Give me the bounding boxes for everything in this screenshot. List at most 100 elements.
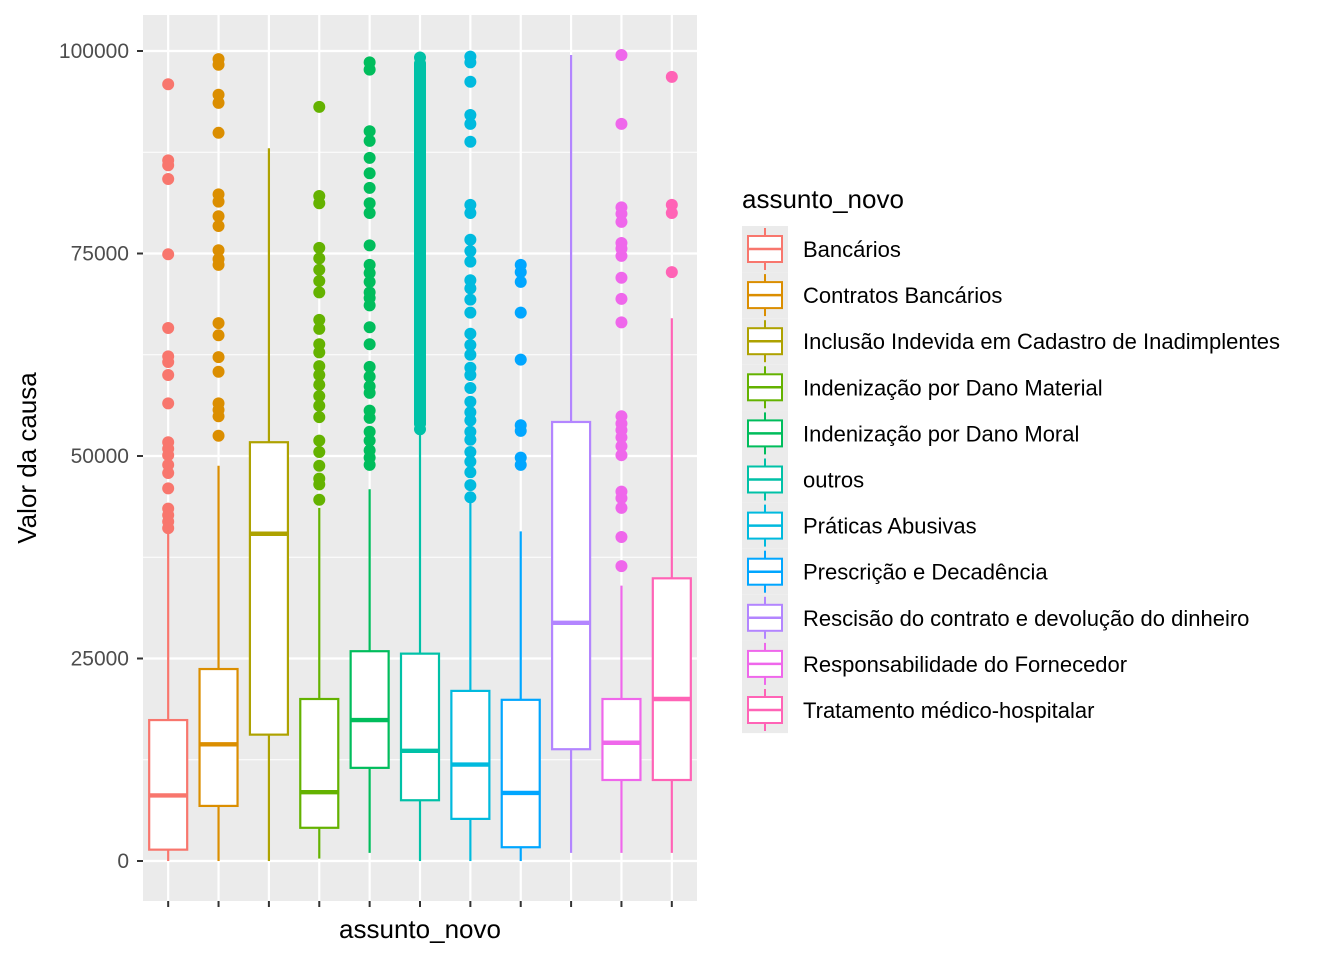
- outlier-point: [615, 449, 628, 462]
- outlier-point: [162, 159, 175, 172]
- outlier-point: [464, 369, 477, 381]
- legend-title: assunto_novo: [742, 184, 904, 214]
- legend-label: Bancários: [803, 237, 901, 262]
- outlier-point: [665, 266, 678, 279]
- outlier-point: [363, 370, 376, 383]
- outlier-point: [464, 466, 477, 479]
- box-group: [198, 53, 239, 861]
- outlier-point: [162, 248, 175, 261]
- box-group: [601, 49, 642, 853]
- outlier-point: [162, 397, 175, 410]
- outlier-point: [313, 360, 326, 373]
- y-tick-label: 100000: [59, 40, 129, 63]
- outlier-point: [313, 286, 326, 299]
- outlier-point: [665, 207, 678, 219]
- outlier-point: [615, 440, 628, 453]
- box: [450, 689, 491, 820]
- outlier-point: [212, 410, 225, 423]
- box-group: [399, 51, 441, 861]
- outlier-point: [313, 252, 326, 265]
- outlier-point: [363, 181, 376, 194]
- outlier-point: [464, 339, 477, 352]
- legend-item: Indenização por Dano Moral: [742, 410, 1079, 457]
- outlier-point: [212, 210, 225, 223]
- outlier-point: [464, 381, 477, 394]
- y-axis-title: Valor da causa: [12, 372, 42, 544]
- box: [651, 577, 692, 782]
- outlier-point: [313, 390, 326, 403]
- outlier-point: [615, 271, 628, 284]
- outlier-point: [615, 501, 628, 514]
- box: [148, 718, 189, 851]
- outlier-point: [615, 292, 628, 305]
- outlier-point: [313, 263, 326, 276]
- outlier-point: [514, 353, 527, 366]
- box-group: [550, 55, 592, 853]
- outlier-point: [313, 369, 326, 381]
- outlier-point: [212, 329, 225, 342]
- outlier-point: [162, 467, 175, 480]
- outlier-point: [212, 244, 225, 257]
- outlier-point: [464, 348, 477, 361]
- outlier-point: [212, 258, 225, 271]
- outlier-point: [162, 356, 175, 369]
- outlier-point: [615, 492, 628, 505]
- legend-item: Tratamento médico-hospitalar: [742, 687, 1094, 734]
- outlier-point: [464, 233, 477, 246]
- outlier-point: [313, 346, 326, 359]
- legend: assunto_novo Bancários Contratos Bancário…: [742, 184, 1280, 734]
- legend-item: Responsabilidade do Fornecedor: [742, 640, 1127, 687]
- outlier-point: [464, 117, 477, 130]
- outlier-point: [363, 321, 376, 334]
- outlier-point: [464, 245, 477, 258]
- legend-label: Indenização por Dano Material: [803, 375, 1103, 400]
- outlier-point: [313, 434, 326, 447]
- outlier-point: [212, 126, 225, 139]
- legend-item: Contratos Bancários: [742, 272, 1002, 319]
- outlier-point: [615, 249, 628, 262]
- outlier-point: [464, 455, 477, 468]
- outlier-point: [313, 378, 326, 391]
- y-axis: 0 25000 50000 75000 100000: [59, 40, 143, 873]
- outlier-point: [464, 56, 477, 69]
- box: [399, 652, 441, 802]
- y-tick-label: 50000: [71, 445, 129, 468]
- outlier-point: [464, 414, 477, 427]
- box-group: [299, 100, 340, 859]
- outlier-point: [212, 317, 225, 330]
- outlier-point: [464, 306, 477, 319]
- outlier-point: [313, 459, 326, 472]
- legend-label: Tratamento médico-hospitalar: [803, 698, 1094, 723]
- outlier-point: [313, 313, 326, 326]
- x-axis-title: assunto_novo: [339, 914, 501, 944]
- outlier-point: [615, 431, 628, 444]
- box: [248, 441, 290, 736]
- outlier-point: [162, 449, 175, 462]
- outlier-point: [665, 70, 678, 83]
- outlier-point: [313, 478, 326, 491]
- legend-item: Prescrição e Decadência: [742, 548, 1048, 595]
- outlier-point: [363, 458, 376, 471]
- outlier-point: [514, 424, 527, 437]
- outlier-point: [313, 241, 326, 254]
- outlier-point: [212, 58, 225, 71]
- legend-item: Práticas Abusivas: [742, 502, 977, 549]
- legend-item: Indenização por Dano Material: [742, 364, 1103, 411]
- legend-label: Indenização por Dano Moral: [803, 421, 1079, 446]
- outlier-point: [363, 360, 376, 373]
- outlier-point: [162, 172, 175, 185]
- outlier-point: [363, 411, 376, 424]
- box-group: [248, 148, 290, 861]
- outlier-point: [313, 322, 326, 335]
- outlier-point: [363, 63, 376, 76]
- outlier-point: [363, 239, 376, 252]
- outlier-point: [464, 108, 477, 121]
- outlier-point: [313, 275, 326, 288]
- outlier-point: [313, 197, 326, 210]
- outlier-point: [615, 49, 628, 62]
- outlier-point: [464, 135, 477, 148]
- legend-label: outros: [803, 468, 864, 493]
- outlier-point: [464, 491, 477, 504]
- outlier-point: [313, 399, 326, 412]
- y-tick-label: 0: [117, 850, 129, 873]
